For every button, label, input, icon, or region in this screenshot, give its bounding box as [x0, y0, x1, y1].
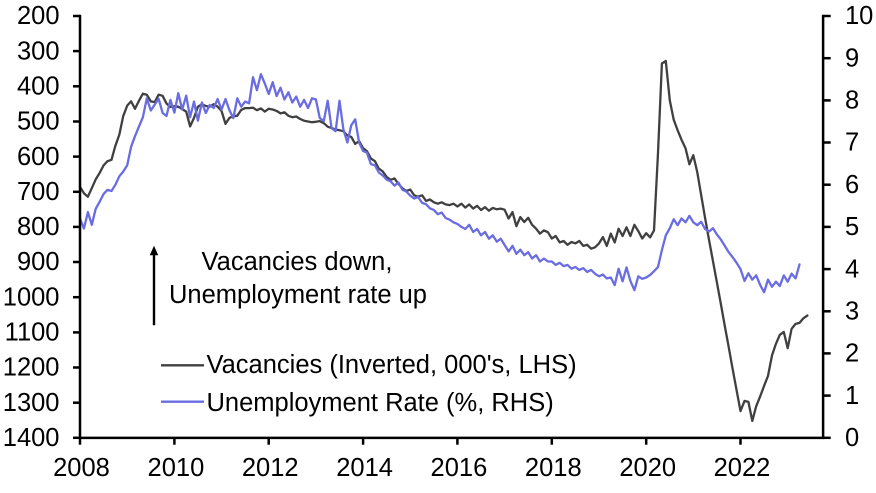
svg-text:2012: 2012 [242, 454, 299, 482]
svg-text:800: 800 [17, 213, 60, 241]
svg-text:2014: 2014 [336, 454, 393, 482]
svg-text:1300: 1300 [3, 389, 60, 417]
svg-text:200: 200 [17, 2, 60, 30]
svg-text:2016: 2016 [431, 454, 488, 482]
svg-text:2018: 2018 [525, 454, 582, 482]
svg-text:4: 4 [845, 255, 859, 283]
svg-text:Vacancies (Inverted, 000's, LH: Vacancies (Inverted, 000's, LHS) [207, 351, 577, 379]
svg-text:8: 8 [845, 87, 859, 115]
svg-text:2020: 2020 [619, 454, 676, 482]
svg-text:1400: 1400 [3, 424, 60, 452]
svg-text:400: 400 [17, 73, 60, 101]
svg-text:2: 2 [845, 340, 859, 368]
svg-text:5: 5 [845, 213, 859, 241]
svg-text:3: 3 [845, 298, 859, 326]
svg-text:300: 300 [17, 37, 60, 65]
svg-text:500: 500 [17, 108, 60, 136]
svg-text:Unemployment Rate (%, RHS): Unemployment Rate (%, RHS) [207, 389, 554, 417]
svg-text:2008: 2008 [53, 454, 110, 482]
svg-text:700: 700 [17, 178, 60, 206]
svg-text:1: 1 [845, 382, 859, 410]
svg-text:10: 10 [845, 2, 873, 30]
svg-text:1200: 1200 [3, 354, 60, 382]
svg-text:1000: 1000 [3, 283, 60, 311]
svg-text:Vacancies down,: Vacancies down, [202, 248, 393, 276]
svg-text:9: 9 [845, 44, 859, 72]
svg-text:2010: 2010 [148, 454, 205, 482]
svg-text:900: 900 [17, 248, 60, 276]
svg-text:600: 600 [17, 143, 60, 171]
svg-text:2022: 2022 [714, 454, 771, 482]
svg-text:Unemployment rate up: Unemployment rate up [169, 281, 427, 309]
svg-text:1100: 1100 [5, 319, 60, 347]
svg-text:6: 6 [845, 171, 859, 199]
svg-text:7: 7 [845, 129, 859, 157]
svg-text:0: 0 [845, 424, 859, 452]
